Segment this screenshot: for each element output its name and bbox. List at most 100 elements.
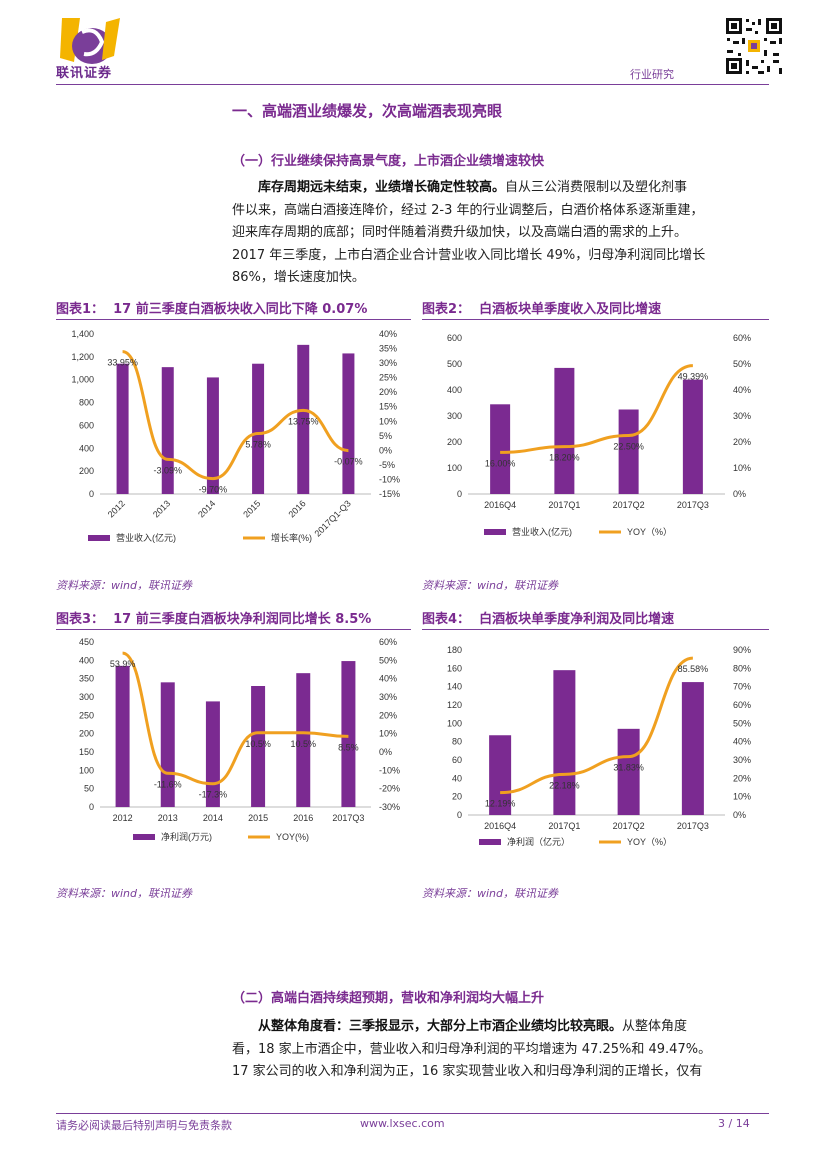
chart-bar bbox=[489, 735, 512, 815]
paragraph-1-line: 86%，增长速度加快。 bbox=[232, 270, 365, 285]
left-axis-tick-label: 100 bbox=[79, 765, 94, 775]
right-axis-tick-label: -30% bbox=[379, 802, 400, 812]
chart-bar bbox=[251, 686, 266, 807]
figure-4-title: 图表4： 白酒板块单季度净利润及同比增速 bbox=[422, 612, 675, 627]
paragraph-2-line: 17 家公司的收入和净利润为正，16 家实现营业收入和归母净利润的正增长，仅有 bbox=[232, 1064, 703, 1079]
right-axis-tick-label: 10% bbox=[379, 416, 397, 426]
category-tick-label: 2017Q3 bbox=[677, 500, 709, 510]
chart-bar bbox=[681, 682, 704, 815]
right-axis-tick-label: 50% bbox=[379, 655, 397, 665]
series-line bbox=[122, 651, 349, 786]
data-label: 5.78% bbox=[245, 440, 271, 450]
right-axis-tick-label: -10% bbox=[379, 765, 400, 775]
left-axis-tick-label: 180 bbox=[447, 645, 462, 655]
right-axis-tick-label: 0% bbox=[733, 489, 746, 499]
left-axis-tick-label: 60 bbox=[452, 755, 462, 765]
right-axis-tick-label: 20% bbox=[379, 387, 397, 397]
data-label: 18.20% bbox=[549, 453, 580, 463]
footer-website-link[interactable]: www.lxsec.com bbox=[360, 1117, 445, 1130]
legend-bar-label: 净利润(万元) bbox=[161, 831, 212, 842]
data-label: 53.9% bbox=[110, 659, 136, 669]
left-axis-tick-label: 0 bbox=[457, 489, 462, 499]
body-paragraph-2: 从整体角度看：三季报显示，大部分上市酒企业绩均比较亮眼。从整体角度 看，18 家… bbox=[232, 1016, 752, 1084]
right-axis-tick-label: 60% bbox=[379, 637, 397, 647]
right-axis-tick-label: 10% bbox=[733, 792, 751, 802]
right-axis-tick-label: 30% bbox=[733, 755, 751, 765]
paragraph-2-line: 从整体角度 bbox=[622, 1019, 688, 1034]
left-axis-tick-label: 50 bbox=[84, 784, 94, 794]
right-axis-tick-label: 70% bbox=[733, 682, 751, 692]
chart-1-revenue-annual: 0 200 400 600 800 1,000 1,200 1,400 -15% -10% -5% 0… bbox=[71, 329, 400, 543]
data-label: -17.3% bbox=[199, 790, 228, 800]
company-logo bbox=[60, 18, 120, 64]
header-section: 行业研究 bbox=[630, 68, 674, 81]
right-axis-tick-label: 5% bbox=[379, 431, 392, 441]
category-tick-label: 2014 bbox=[196, 498, 217, 519]
category-tick-label: 2017Q2 bbox=[613, 821, 645, 831]
footer-disclaimer[interactable]: 请务必阅读最后特别声明与免责条款 bbox=[56, 1119, 232, 1132]
chart-bar bbox=[115, 665, 130, 807]
left-axis-tick-label: 120 bbox=[447, 700, 462, 710]
category-tick-label: 2012 bbox=[113, 813, 133, 823]
legend-bar-label: 营业收入(亿元) bbox=[512, 526, 572, 537]
subsection-heading-2: （二）高端白酒持续超预期，营收和净利润均大幅上升 bbox=[232, 991, 545, 1006]
category-tick-label: 2013 bbox=[151, 498, 172, 519]
left-axis-tick-label: 200 bbox=[447, 437, 462, 447]
paragraph-2-line: 看，18 家上市酒企中，营业收入和归母净利润的平均增速为 47.25%和 49.… bbox=[232, 1041, 712, 1057]
legend-bar-swatch bbox=[479, 839, 501, 845]
category-tick-label: 2017Q2 bbox=[613, 500, 645, 510]
left-axis-tick-label: 400 bbox=[447, 385, 462, 395]
section-heading: 一、高端酒业绩爆发，次高端酒表现亮眼 bbox=[232, 102, 503, 120]
right-axis-tick-label: 15% bbox=[379, 402, 397, 412]
left-axis-tick-label: 400 bbox=[79, 655, 94, 665]
chart-3-profit-annual: 0 50 100 150 200 250 300 350 400 450 -30% -20% -10% 0… bbox=[79, 637, 400, 842]
chart-bar bbox=[205, 701, 220, 807]
right-axis-tick-label: -5% bbox=[379, 460, 395, 470]
left-axis-tick-label: 140 bbox=[447, 682, 462, 692]
left-axis-tick-label: 100 bbox=[447, 718, 462, 728]
left-axis-tick-label: 1,400 bbox=[71, 329, 94, 339]
left-axis-tick-label: 600 bbox=[447, 333, 462, 343]
left-axis-tick-label: 40 bbox=[452, 773, 462, 783]
legend-bar-label: 营业收入(亿元) bbox=[116, 532, 176, 543]
figure-2-divider bbox=[422, 319, 769, 320]
figure-3-divider bbox=[56, 629, 411, 630]
body-paragraph-1: 库存周期远未结束，业绩增长确定性较高。自从三公消费限制以及塑化剂事 件以来，高端… bbox=[232, 177, 752, 290]
figure-4-divider bbox=[422, 629, 769, 630]
category-tick-label: 2016 bbox=[286, 498, 307, 519]
right-axis-tick-label: -10% bbox=[379, 474, 400, 484]
page-number: 3 / 14 bbox=[718, 1117, 750, 1130]
data-label: 22.50% bbox=[613, 442, 644, 452]
paragraph-1-line: 2017 年三季度，上市白酒企业合计营业收入同比增长 49%，归母净利润同比增长 bbox=[232, 247, 706, 263]
data-label: -0.07% bbox=[334, 457, 363, 467]
left-axis-tick-label: 300 bbox=[447, 411, 462, 421]
right-axis-tick-label: -15% bbox=[379, 489, 400, 499]
data-label: 31.83% bbox=[613, 763, 644, 773]
series-line bbox=[500, 364, 694, 454]
series-line bbox=[500, 656, 694, 795]
legend-line-label: YOY（%） bbox=[627, 527, 672, 537]
data-label: -11.6% bbox=[154, 779, 182, 789]
category-tick-label: 2016Q4 bbox=[484, 821, 516, 831]
right-axis-tick-label: 40% bbox=[379, 329, 397, 339]
data-label: 49.39% bbox=[678, 372, 709, 382]
legend-bar-swatch bbox=[484, 529, 506, 535]
chart-bar bbox=[682, 379, 703, 494]
chart-bar bbox=[206, 377, 219, 494]
right-axis-tick-label: 40% bbox=[733, 737, 751, 747]
right-axis-tick-label: 30% bbox=[379, 358, 397, 368]
left-axis-tick-label: 800 bbox=[79, 398, 94, 408]
data-label: 10.5% bbox=[245, 739, 271, 749]
chart-bar bbox=[161, 367, 174, 494]
paragraph-1-lead: 库存周期远未结束，业绩增长确定性较高。 bbox=[258, 180, 506, 195]
legend-line-label: 增长率(%) bbox=[271, 532, 312, 543]
right-axis-tick-label: 20% bbox=[733, 773, 751, 783]
right-axis-tick-label: 25% bbox=[379, 373, 397, 383]
figure-1-title: 图表1： 17 前三季度白酒板块收入同比下降 0.07% bbox=[56, 302, 368, 317]
data-label: 22.18% bbox=[549, 780, 580, 790]
left-axis-tick-label: 0 bbox=[457, 810, 462, 820]
company-logo-text: 联讯证券 bbox=[56, 66, 113, 81]
right-axis-tick-label: 50% bbox=[733, 718, 751, 728]
category-tick-label: 2013 bbox=[158, 813, 178, 823]
right-axis-tick-label: 10% bbox=[379, 729, 397, 739]
